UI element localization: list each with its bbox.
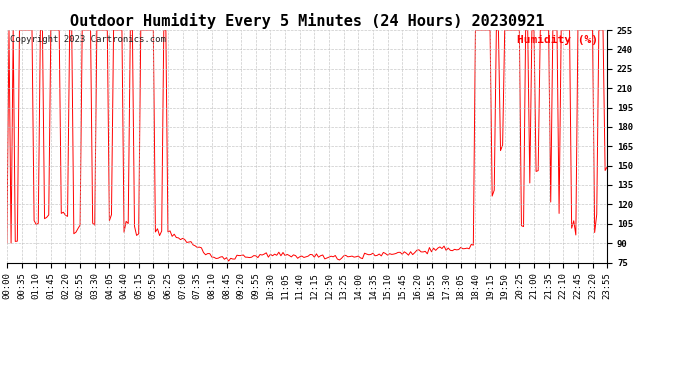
Text: Copyright 2023 Cartronics.com: Copyright 2023 Cartronics.com <box>10 34 166 44</box>
Title: Outdoor Humidity Every 5 Minutes (24 Hours) 20230921: Outdoor Humidity Every 5 Minutes (24 Hou… <box>70 13 544 29</box>
Text: Humidity (%): Humidity (%) <box>518 34 598 45</box>
